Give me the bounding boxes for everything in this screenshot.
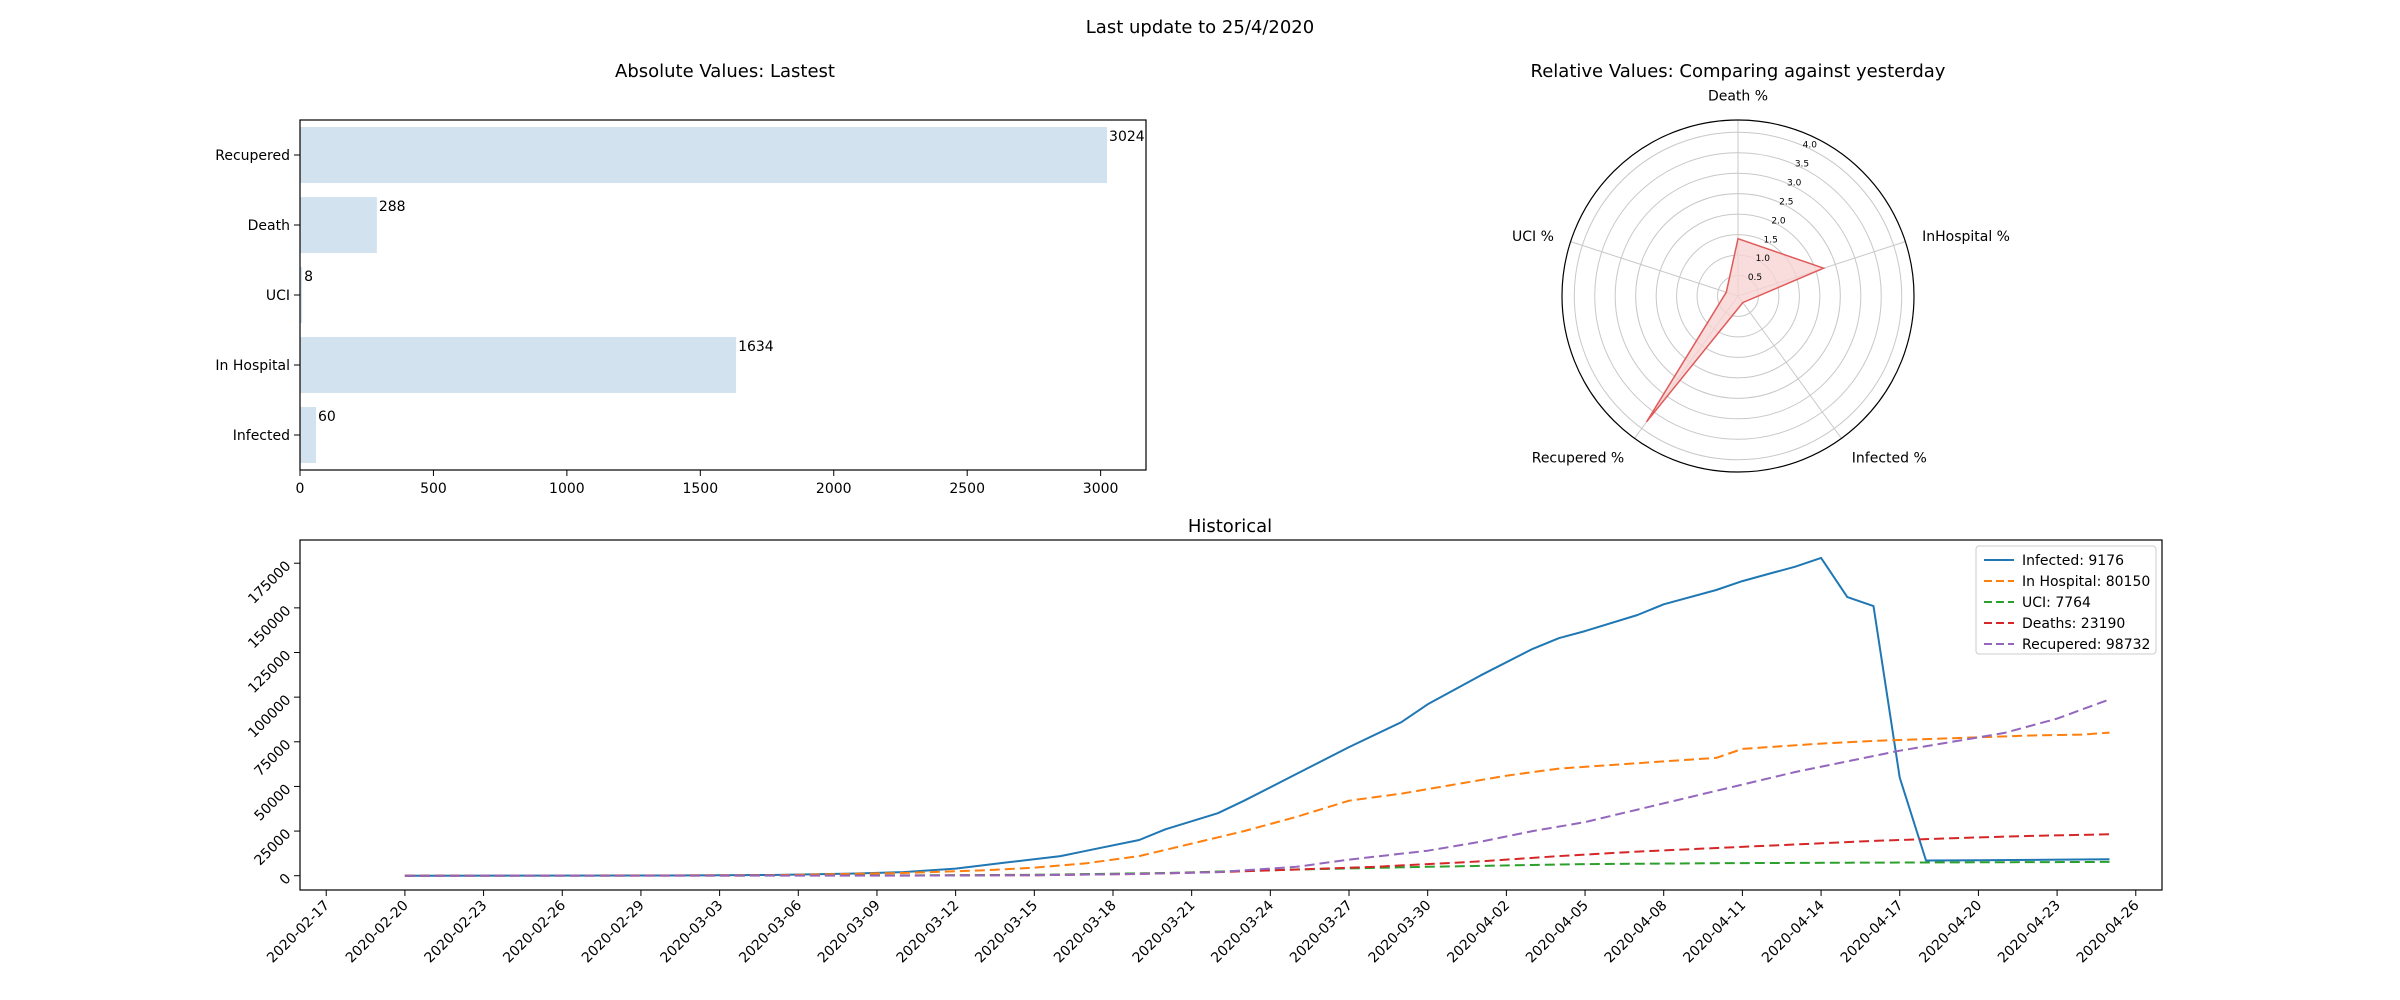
x-tick-label: 2020-02-26 <box>500 897 569 966</box>
radar-axis-label: UCI % <box>1512 229 1554 245</box>
radar-axis-label: InHospital % <box>1922 229 2010 245</box>
y-tick-label: Death <box>248 218 290 234</box>
bar-value-label: 1634 <box>738 339 774 355</box>
y-tick-label: 50000 <box>252 781 295 824</box>
radar-r-tick-label: 2.5 <box>1779 197 1793 207</box>
x-tick-label: 2020-04-26 <box>2074 897 2143 966</box>
radar-r-tick-label: 1.0 <box>1756 254 1771 264</box>
relative-values-radar-chart: Relative Values: Comparing against yeste… <box>1512 61 2010 473</box>
y-tick-label: 175000 <box>245 558 294 607</box>
historical-line-chart: Historical 02500050000750001000001250001… <box>245 516 2163 967</box>
series-line-uci <box>404 860 2110 877</box>
x-tick-label: 2020-04-14 <box>1759 897 1828 966</box>
series-line-hospital <box>404 731 2110 877</box>
radar-axis-label: Death % <box>1708 88 1768 104</box>
radar-r-tick-label: 2.0 <box>1771 216 1786 226</box>
legend-label: Deaths: 23190 <box>2022 616 2125 632</box>
y-tick-label: 150000 <box>245 603 294 652</box>
x-tick-label: 2020-03-30 <box>1366 898 1435 967</box>
radar-series-area <box>1645 237 1826 423</box>
bar-value-label: 8 <box>304 269 313 285</box>
line-chart-title: Historical <box>1188 516 1272 537</box>
legend-label: Recupered: 98732 <box>2022 637 2150 653</box>
radar-axis-label: Recupered % <box>1532 451 1624 467</box>
bar-value-label: 60 <box>318 409 336 425</box>
radar-r-tick-label: 3.5 <box>1795 160 1809 170</box>
bar <box>300 127 1108 183</box>
x-tick-label: 1000 <box>549 481 585 497</box>
radar-r-tick-label: 1.5 <box>1763 235 1777 245</box>
legend-label: In Hospital: 80150 <box>2022 574 2150 590</box>
radar-r-tick-label: 4.0 <box>1803 141 1818 151</box>
absolute-values-bar-chart: Absolute Values: Lastest 60 Infected 1634 I… <box>215 61 1147 497</box>
y-tick-label: Infected <box>233 428 290 444</box>
bar-value-label: 288 <box>379 199 406 215</box>
radar-spoke <box>1737 295 1842 439</box>
x-tick-label: 2020-03-06 <box>736 897 805 966</box>
radar-chart-title: Relative Values: Comparing against yeste… <box>1531 61 1946 82</box>
x-tick-label: 2020-03-09 <box>815 898 884 967</box>
x-tick-label: 1500 <box>682 481 718 497</box>
radar-r-tick-label: 0.5 <box>1748 273 1762 283</box>
x-tick-label: 2020-03-12 <box>894 898 963 967</box>
line-chart-frame <box>299 539 2163 891</box>
bar-chart-frame <box>299 119 1147 471</box>
x-tick-label: 3000 <box>1083 481 1119 497</box>
bar-value-label: 3024 <box>1109 129 1145 145</box>
radar-axis-label: Infected % <box>1852 451 1927 467</box>
y-tick-label: 75000 <box>252 737 295 780</box>
x-tick-label: 2020-03-03 <box>658 898 727 967</box>
x-tick-label: 2020-04-02 <box>1444 898 1513 967</box>
x-tick-label: 2020-02-23 <box>422 898 491 967</box>
bar <box>300 267 303 323</box>
bar <box>300 197 377 253</box>
legend-box <box>1975 545 2157 655</box>
x-tick-label: 0 <box>296 481 305 497</box>
x-tick-label: 2000 <box>816 481 852 497</box>
x-tick-label: 500 <box>420 481 447 497</box>
x-tick-label: 2020-03-24 <box>1208 897 1277 966</box>
y-tick-label: 25000 <box>252 826 295 869</box>
x-tick-label: 2020-04-05 <box>1523 898 1592 967</box>
y-tick-label: In Hospital <box>215 358 290 374</box>
x-tick-label: 2020-04-23 <box>1995 898 2064 967</box>
x-tick-label: 2500 <box>949 481 985 497</box>
x-tick-label: 2020-02-29 <box>579 898 648 967</box>
x-tick-label: 2020-02-17 <box>264 898 333 967</box>
x-tick-label: 2020-04-17 <box>1838 898 1907 967</box>
figure-title: Last update to 25/4/2020 <box>1086 17 1314 38</box>
x-tick-label: 2020-03-27 <box>1287 898 1356 967</box>
x-tick-label: 2020-02-20 <box>343 898 412 967</box>
series-line-infected <box>404 556 2110 877</box>
x-tick-label: 2020-04-11 <box>1680 898 1749 967</box>
radar-r-tick-label: 3.0 <box>1787 179 1802 189</box>
x-tick-label: 2020-03-18 <box>1051 898 1120 967</box>
y-tick-label: 0 <box>277 871 295 889</box>
radar-outer-circle <box>1561 119 1915 473</box>
y-tick-label: 125000 <box>245 648 294 697</box>
x-tick-label: 2020-04-20 <box>1916 898 1985 967</box>
y-tick-label: Recupered <box>215 148 290 164</box>
legend-label: UCI: 7764 <box>2022 595 2091 611</box>
y-tick-label: 100000 <box>245 692 294 741</box>
bar-chart-title: Absolute Values: Lastest <box>615 61 835 82</box>
x-tick-label: 2020-04-08 <box>1602 898 1671 967</box>
y-tick-label: UCI <box>266 288 290 304</box>
series-line-recupered <box>404 698 2110 877</box>
radar-spoke <box>1570 241 1739 297</box>
series-line-deaths <box>404 833 2110 877</box>
bar <box>300 407 317 463</box>
bar <box>300 337 737 393</box>
x-tick-label: 2020-03-21 <box>1130 898 1199 967</box>
legend-label: Infected: 9176 <box>2022 553 2124 569</box>
x-tick-label: 2020-03-15 <box>972 898 1041 967</box>
